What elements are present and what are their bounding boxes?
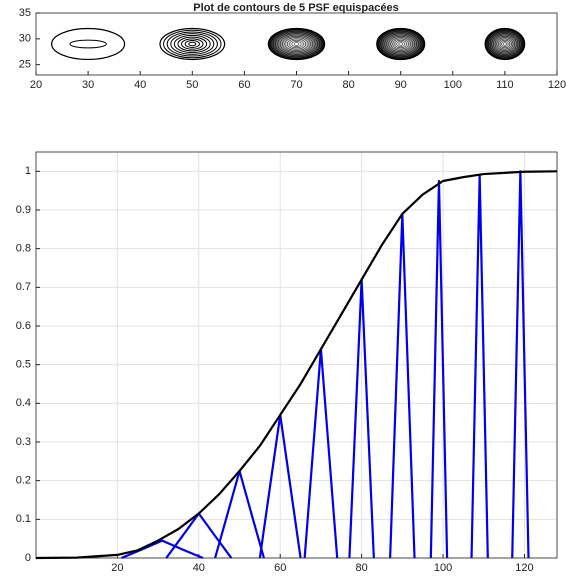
psf-contour <box>267 27 326 61</box>
series-line <box>470 174 489 559</box>
series-line <box>35 170 558 560</box>
contour-ring <box>275 32 318 56</box>
psf-contour <box>51 27 126 61</box>
x-tick-label: 30 <box>82 79 94 91</box>
y-tick-label: 1 <box>25 165 31 177</box>
contour-ring <box>491 33 519 55</box>
contour-ring <box>396 41 405 47</box>
y-tick-label: 30 <box>19 33 31 45</box>
contour <box>484 27 526 61</box>
contour-ring <box>378 29 423 59</box>
x-tick-label: 100 <box>444 79 462 91</box>
contour-ring <box>291 41 302 47</box>
contour-ring <box>382 32 419 56</box>
contour-ring <box>279 34 314 54</box>
contour-ring <box>173 34 211 54</box>
contour-ring <box>380 30 421 58</box>
y-tick-label: 0.6 <box>16 320 31 332</box>
psf-fill <box>485 28 525 60</box>
y-tick-label: 0.5 <box>16 359 31 371</box>
x-tick-label: 40 <box>193 562 205 574</box>
contour-ring <box>277 33 316 55</box>
contour-ring <box>272 30 321 58</box>
contour-ring <box>390 37 411 51</box>
contour-ring <box>188 41 197 47</box>
contour-ring <box>289 39 304 49</box>
series-line <box>389 212 416 559</box>
contour-ring <box>270 29 323 59</box>
y-tick-label: 0.3 <box>16 436 31 448</box>
contour-ring <box>386 34 415 54</box>
contour <box>51 27 126 61</box>
contour-ring <box>392 38 409 50</box>
contour-ring <box>493 34 517 54</box>
contour-ring <box>69 39 107 49</box>
contour-ring <box>496 37 514 51</box>
y-tick-label: 0.7 <box>16 281 31 293</box>
x-tick-label: 20 <box>30 79 42 91</box>
contour-ring <box>181 38 204 50</box>
y-tick-label: 0.4 <box>16 397 31 409</box>
x-tick-label: 50 <box>186 79 198 91</box>
psf-contour <box>376 27 426 61</box>
x-tick-label: 110 <box>496 79 514 91</box>
contour-ring <box>282 36 311 52</box>
contour-ring <box>177 36 208 52</box>
series-line <box>121 539 204 560</box>
y-tick-label: 0.1 <box>16 513 31 525</box>
contour-ring <box>163 29 222 59</box>
y-tick-label: 0.2 <box>16 475 31 487</box>
contour-ring <box>166 31 218 57</box>
plot-frame <box>35 12 558 76</box>
x-tick-label: 40 <box>134 79 146 91</box>
y-tick-label: 35 <box>19 7 31 19</box>
x-tick-label: 100 <box>434 562 452 574</box>
contour-ring <box>488 30 522 58</box>
contour <box>267 27 326 61</box>
contour-ring <box>499 39 511 49</box>
contour-ring <box>489 32 520 56</box>
psf-contour <box>159 27 226 61</box>
plot-frame <box>35 151 558 559</box>
x-tick-label: 80 <box>356 562 368 574</box>
contour-ring <box>501 41 509 47</box>
x-tick-label: 120 <box>515 562 533 574</box>
contour-ring <box>394 39 407 49</box>
x-tick-label: 20 <box>111 562 123 574</box>
x-tick-label: 70 <box>290 79 302 91</box>
psf-fill <box>268 28 325 60</box>
x-tick-label: 90 <box>395 79 407 91</box>
contour <box>376 27 426 61</box>
contour-ring <box>170 33 215 55</box>
contour-ring <box>286 38 307 50</box>
x-tick-label: 60 <box>238 79 250 91</box>
x-tick-label: 60 <box>274 562 286 574</box>
series-line <box>429 179 449 559</box>
psf-contour <box>484 27 526 61</box>
psf-fill <box>376 28 425 60</box>
contour-ring <box>384 33 417 55</box>
contour-ring <box>494 36 516 52</box>
contour-ring <box>184 40 200 48</box>
series-line <box>303 348 339 559</box>
contour <box>159 27 226 61</box>
y-tick-label: 0.8 <box>16 243 31 255</box>
contour-ring <box>388 36 413 52</box>
contour-ring <box>293 42 300 46</box>
y-tick-label: 0 <box>25 552 31 564</box>
contour-ring <box>498 38 512 50</box>
contour-ring <box>284 37 309 51</box>
chart-title: Plot de contours de 5 PSF equispacées <box>193 2 398 14</box>
y-tick-label: 0.9 <box>16 204 31 216</box>
x-tick-label: 120 <box>548 79 566 91</box>
x-tick-label: 80 <box>342 79 354 91</box>
contour-ring <box>503 42 507 46</box>
contour-ring <box>398 42 403 46</box>
y-tick-label: 25 <box>19 59 31 71</box>
contour-ring <box>486 29 524 59</box>
